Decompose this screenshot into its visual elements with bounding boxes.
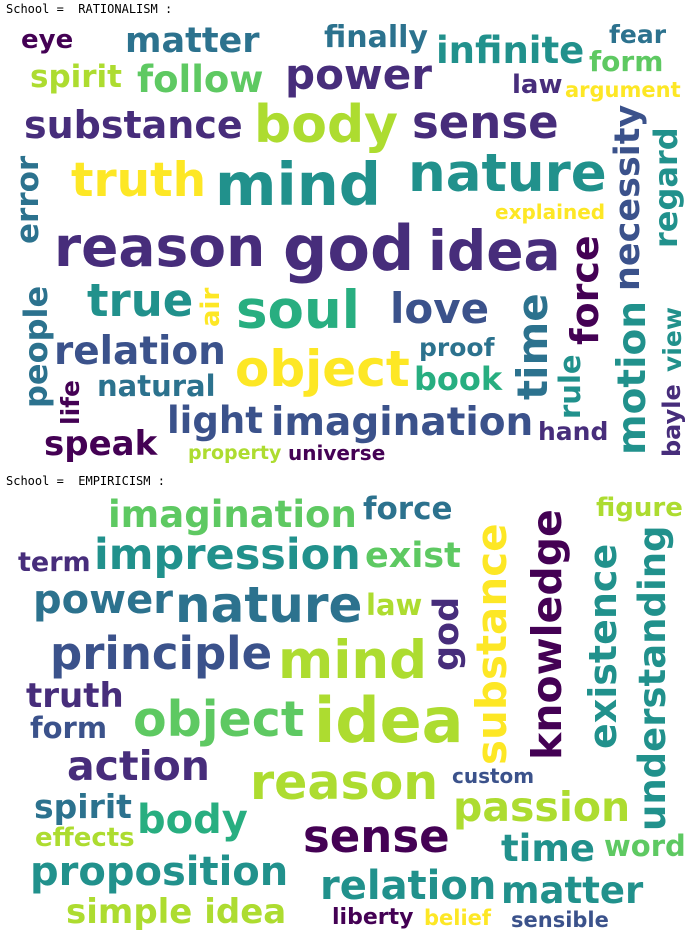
cloud-word: sense [412,96,559,149]
cloud-word: liberty [332,905,414,930]
cloud-word: necessity [608,104,648,291]
cloud-word: property [188,442,282,464]
cloud-word: passion [453,783,631,831]
cloud-word: understanding [631,525,674,831]
cloud-word: error [13,155,46,244]
cloud-word: reason [54,215,266,279]
cloud-word: explained [495,200,606,224]
cloud-word: fear [609,22,667,49]
cloud-word: hand [538,417,609,446]
cloud-word: true [87,274,194,327]
cloud-word: spirit [34,787,132,826]
cloud-word: matter [501,869,644,912]
cloud-word: mind [278,630,428,691]
cloud-word: air [196,287,226,327]
cloud-word: sensible [511,908,609,932]
cloud-word: love [390,284,490,333]
empiricism-title: School = EMPIRICISM : [6,474,165,488]
cloud-word: knowledge [523,509,571,760]
cloud-word: object [133,691,305,748]
cloud-word: impression [94,530,361,580]
cloud-word: infinite [436,29,585,72]
cloud-word: imagination [108,494,357,536]
cloud-word: light [167,399,263,442]
cloud-word: exist [365,536,461,576]
cloud-word: mind [215,150,381,219]
cloud-word: nature [175,576,363,634]
cloud-word: follow [137,58,264,101]
cloud-word: bayle [658,384,686,457]
cloud-word: relation [54,329,226,374]
cloud-word: imagination [271,400,534,445]
cloud-word: rule [553,354,587,419]
cloud-word: law [512,70,563,100]
cloud-word: natural [97,369,216,403]
cloud-word: effects [35,823,135,853]
cloud-word: argument [565,78,681,102]
cloud-word: reason [250,754,439,811]
empiricism-word-cloud: idea mind nature reason object principle sense… [13,494,688,932]
cloud-word: time [508,293,557,400]
cloud-word: idea [314,684,464,757]
cloud-word: simple idea [66,892,287,932]
cloud-word: soul [236,280,360,341]
rationalism-word-cloud: god mind soul body nature reason idea object tru… [13,22,688,464]
cloud-word: truth [71,153,207,208]
cloud-word: form [589,45,664,78]
cloud-word: idea [428,219,561,283]
cloud-word: force [563,235,607,345]
cloud-word: god [427,596,467,671]
cloud-word: regard [647,127,685,248]
cloud-word: book [414,360,503,398]
cloud-word: principle [50,627,273,680]
cloud-word: custom [452,764,535,788]
cloud-word: relation [320,863,497,909]
cloud-word: nature [408,143,607,204]
cloud-word: action [67,742,210,790]
cloud-word: finally [324,22,428,55]
cloud-word: substance [24,103,243,147]
cloud-word: motion [610,300,655,455]
cloud-word: people [17,285,55,408]
cloud-word: proof [419,333,495,362]
cloud-word: substance [467,523,516,765]
cloud-word: body [254,95,399,155]
cloud-word: god [283,212,415,285]
cloud-word: force [363,494,453,527]
cloud-word: figure [596,494,683,523]
cloud-word: speak [44,424,158,464]
cloud-word: body [137,797,248,843]
rationalism-title: School = RATIONALISM : [6,2,173,16]
cloud-word: view [658,307,687,372]
cloud-word: power [285,50,432,99]
cloud-word: power [33,577,173,623]
cloud-word: object [235,340,410,398]
cloud-word: word [604,829,686,863]
cloud-word: universe [288,441,386,464]
cloud-word: sense [303,810,450,863]
cloud-word: eye [21,25,74,55]
cloud-word: law [366,588,423,622]
cloud-word: term [18,547,91,578]
cloud-word: time [501,827,596,870]
cloud-word: spirit [30,59,123,95]
cloud-word: form [30,711,108,745]
cloud-word: life [56,380,85,425]
cloud-word: matter [125,22,260,61]
cloud-word: existence [581,543,625,749]
cloud-word: belief [424,906,492,930]
cloud-word: proposition [30,849,289,895]
cloud-word: truth [26,676,124,716]
